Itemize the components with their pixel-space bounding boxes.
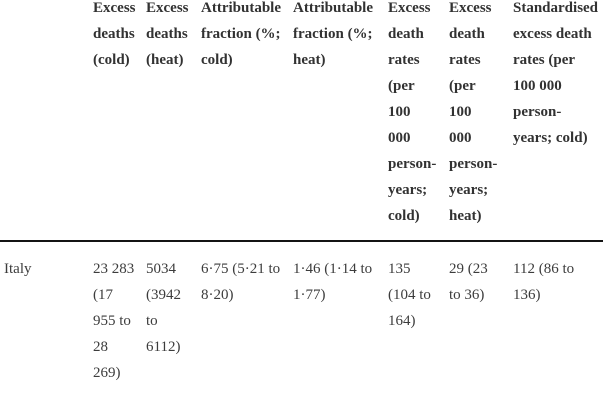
- header-cell-country: [4, 0, 93, 229]
- header-cell-attributable-fraction-cold: Attributable fraction (%; cold): [201, 0, 281, 68]
- header-cell-excess-death-rates-cold: Excess death rates (per 100 000 person- …: [388, 0, 437, 224]
- header-cell-standardised-excess-death-rates: Standardised excess death rates (per 100…: [513, 0, 599, 146]
- table-row-italy: Italy 23 283 (17 955 to 28 269) 5034 (39…: [4, 256, 603, 386]
- cell-attributable-fraction-cold: 6·75 (5·21 to 8·20): [201, 261, 281, 303]
- header-cell-excess-deaths-cold: Excess deaths (cold): [93, 0, 136, 68]
- row-label-country: Italy: [4, 261, 32, 277]
- header-divider-rule: [0, 240, 603, 242]
- header-cell-attributable-fraction-heat: Attributable fraction (%; heat): [293, 0, 373, 68]
- cell-excess-deaths-heat: 5034 (3942 to 6112): [146, 261, 181, 355]
- cell-attributable-fraction-heat: 1·46 (1·14 to 1·77): [293, 261, 373, 303]
- cell-excess-deaths-cold: 23 283 (17 955 to 28 269): [93, 261, 135, 381]
- cell-excess-death-rates-heat: 29 (23 to 36): [449, 261, 488, 303]
- header-cell-excess-death-rates-heat: Excess death rates (per 100 000 person- …: [449, 0, 498, 224]
- cell-excess-death-rates-cold: 135 (104 to 164): [388, 261, 431, 329]
- table-header-row: Excess deaths (cold) Excess deaths (heat…: [4, 0, 603, 229]
- cell-standardised-excess-death-rates: 112 (86 to 136): [513, 261, 575, 303]
- header-cell-excess-deaths-heat: Excess deaths (heat): [146, 0, 189, 68]
